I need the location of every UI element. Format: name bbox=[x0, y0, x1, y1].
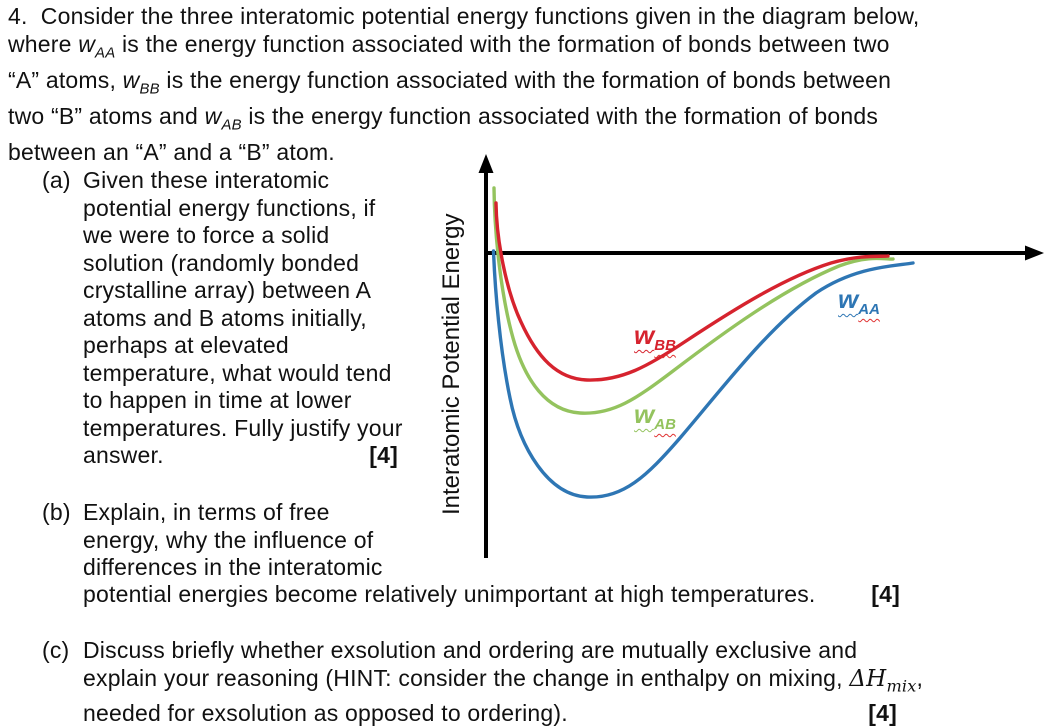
text-line: crystalline array) between A bbox=[83, 277, 372, 303]
curve-label-wBB: wBB bbox=[634, 322, 676, 353]
text-line: we were to force a solid bbox=[83, 222, 330, 248]
potential-energy-diagram: Interatomic Potential Energy wBB wAB wAA bbox=[430, 150, 1052, 570]
part-c-label: (c) bbox=[42, 637, 70, 663]
marks-badge-b: [4] bbox=[871, 581, 900, 607]
text-line-with-marks: needed for exsolution as opposed to orde… bbox=[83, 700, 897, 727]
text-line: to happen in time at lower bbox=[83, 387, 352, 413]
text-line: perhaps at elevated bbox=[83, 332, 289, 358]
part-a-label: (a) bbox=[42, 167, 71, 193]
curve-label-wAA-main: w bbox=[838, 284, 859, 314]
curve-wBB bbox=[494, 201, 890, 382]
curve-label-wAB-sub: AB bbox=[654, 416, 676, 433]
part-c-body: Discuss briefly whether exsolution and o… bbox=[83, 637, 924, 727]
curve-label-wAB-main: w bbox=[634, 399, 655, 429]
curve-label-wBB-sub: BB bbox=[654, 337, 676, 354]
question-part-a: (a) Given these interatomic potential en… bbox=[42, 167, 403, 470]
text-line: Given these interatomic bbox=[83, 167, 330, 193]
text-line: needed for exsolution as opposed to orde… bbox=[83, 699, 568, 726]
question-part-c: (c) Discuss briefly whether exsolution a… bbox=[42, 637, 924, 727]
intro-line-5: between an “A” and a “B” atom. bbox=[8, 139, 335, 166]
y-axis-arrow-icon bbox=[478, 154, 494, 173]
question-intro: 4. Consider the three interatomic potent… bbox=[8, 3, 1048, 167]
part-a-body: Given these interatomic potential energy… bbox=[83, 167, 403, 470]
text-line: solution (randomly bonded bbox=[83, 249, 360, 276]
part-b-label: (b) bbox=[42, 499, 71, 525]
part-b-wide-line: potential energies become relatively uni… bbox=[83, 581, 900, 609]
text-line: Discuss briefly whether exsolution and o… bbox=[83, 637, 858, 663]
curve-wAB bbox=[492, 186, 895, 415]
curve-label-wAB: wAB bbox=[634, 401, 676, 432]
question-part-b: (b) Explain, in terms of free energy, wh… bbox=[42, 499, 398, 582]
text-line-with-marks: answer. [4] bbox=[83, 442, 398, 470]
curve-label-wAA: wAA bbox=[838, 286, 880, 317]
text-line-with-math: explain your reasoning (HINT: consider t… bbox=[83, 664, 924, 696]
text-line: Explain, in terms of free bbox=[83, 499, 330, 525]
text-line: answer. bbox=[83, 442, 164, 468]
part-b-body: Explain, in terms of free energy, why th… bbox=[83, 499, 398, 582]
intro-line-3: “A” atoms, wBB is the energy function as… bbox=[8, 66, 892, 98]
marks-badge-a: [4] bbox=[369, 442, 398, 468]
intro-line-1: 4. Consider the three interatomic potent… bbox=[8, 3, 920, 29]
curve-wAA bbox=[491, 249, 915, 499]
diagram-canvas bbox=[478, 154, 1044, 558]
text-line: temperatures. Fully justify your bbox=[83, 414, 403, 441]
intro-line-4: two “B” atoms and wAB is the energy func… bbox=[8, 102, 879, 134]
x-axis-arrow-icon bbox=[1025, 245, 1044, 261]
curve-label-wBB-main: w bbox=[634, 320, 655, 350]
text-line: potential energy functions, if bbox=[83, 194, 376, 221]
text-line: temperature, what would tend bbox=[83, 359, 392, 386]
marks-badge-c: [4] bbox=[868, 699, 897, 726]
text-line: potential energies become relatively uni… bbox=[83, 581, 816, 607]
text-line: differences in the interatomic bbox=[83, 554, 383, 580]
curve-label-wAA-sub: AA bbox=[858, 301, 880, 318]
text-line: energy, why the influence of bbox=[83, 526, 374, 553]
intro-line-2: where wAA is the energy function associa… bbox=[8, 30, 890, 62]
text-line: atoms and B atoms initially, bbox=[83, 304, 367, 331]
